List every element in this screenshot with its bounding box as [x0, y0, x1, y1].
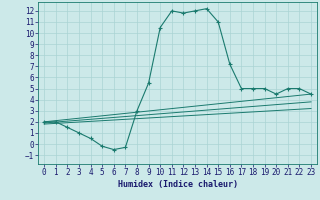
X-axis label: Humidex (Indice chaleur): Humidex (Indice chaleur)	[118, 180, 238, 189]
